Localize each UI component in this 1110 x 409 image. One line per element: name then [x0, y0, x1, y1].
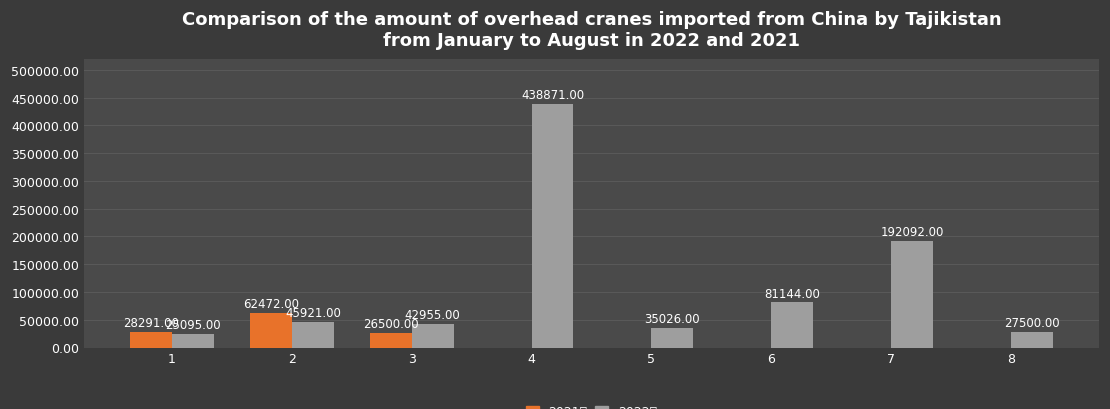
Bar	[250, 313, 292, 348]
Text: 438871.00: 438871.00	[521, 89, 584, 102]
Bar	[130, 332, 172, 348]
Bar	[891, 241, 932, 348]
Text: 28291.00: 28291.00	[123, 316, 179, 329]
Bar	[652, 328, 694, 348]
Bar	[532, 105, 574, 348]
Text: 45921.00: 45921.00	[285, 306, 341, 319]
Text: 35026.00: 35026.00	[645, 312, 700, 326]
Bar	[771, 303, 814, 348]
Bar	[412, 324, 454, 348]
Legend: 2021年, 2022年: 2021年, 2022年	[523, 402, 660, 409]
Text: 62472.00: 62472.00	[243, 297, 299, 310]
Bar	[172, 334, 214, 348]
Text: 81144.00: 81144.00	[764, 287, 820, 300]
Text: 42955.00: 42955.00	[405, 308, 461, 321]
Text: 27500.00: 27500.00	[1003, 317, 1060, 330]
Text: 25095.00: 25095.00	[165, 318, 221, 331]
Text: 192092.00: 192092.00	[880, 225, 944, 238]
Bar	[370, 333, 412, 348]
Bar	[1011, 333, 1052, 348]
Text: 26500.00: 26500.00	[363, 317, 418, 330]
Title: Comparison of the amount of overhead cranes imported from China by Tajikistan
fr: Comparison of the amount of overhead cra…	[182, 11, 1001, 50]
Bar	[292, 322, 334, 348]
